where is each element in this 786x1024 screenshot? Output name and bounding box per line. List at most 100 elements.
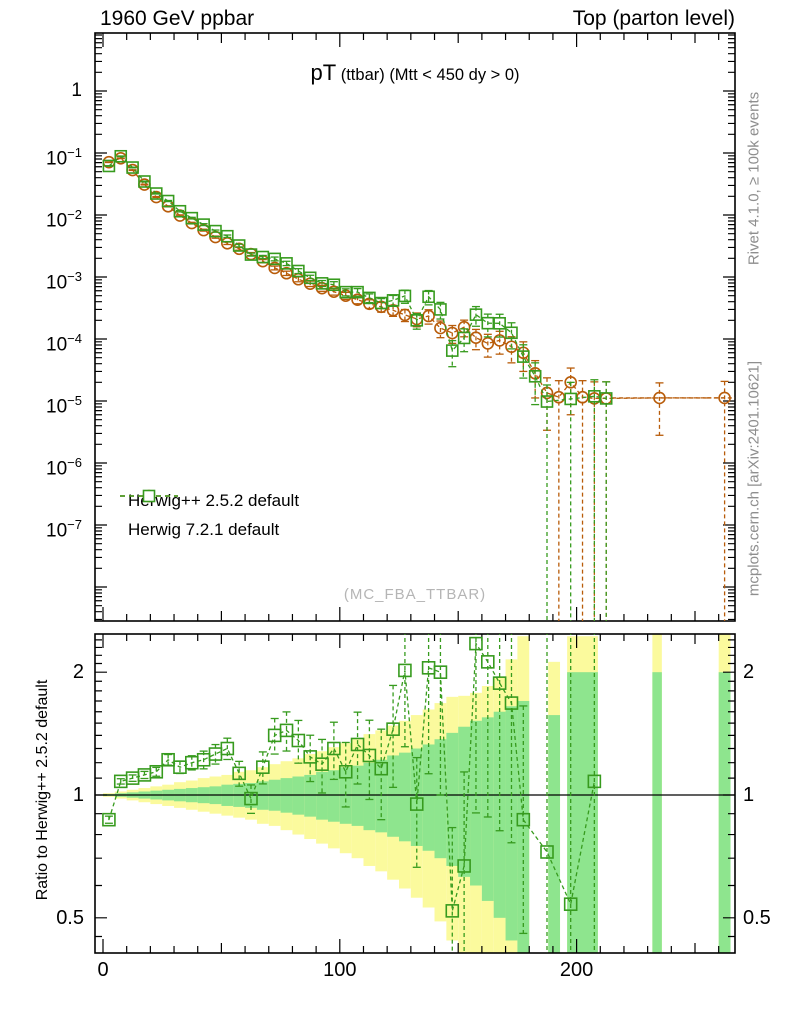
band-inner-rect bbox=[327, 770, 340, 822]
data-point-marker bbox=[149, 187, 163, 200]
ratio-y-tick-label-right: 0.5 bbox=[743, 906, 771, 929]
data-point-marker bbox=[457, 331, 471, 345]
main-y-tick-label: 1 bbox=[71, 80, 82, 101]
band-inner-rect bbox=[434, 739, 447, 859]
band-inner-rect bbox=[351, 765, 364, 826]
ratio-point-marker bbox=[350, 737, 365, 752]
band-inner-rect bbox=[363, 762, 376, 831]
series-circle bbox=[102, 152, 735, 621]
ratio-point-marker bbox=[469, 636, 483, 651]
ratio-y-tick-label-left: 1 bbox=[72, 784, 84, 806]
data-point-marker bbox=[327, 278, 341, 292]
data-point-marker bbox=[445, 344, 459, 357]
data-point-marker bbox=[351, 293, 364, 307]
ratio-point-marker bbox=[587, 774, 602, 789]
x-tick-label: 100 bbox=[323, 959, 357, 981]
header-analysis-label: Top (parton level) bbox=[572, 7, 735, 30]
data-point-marker bbox=[398, 289, 412, 303]
data-point-marker bbox=[493, 334, 506, 347]
band-inner-rect bbox=[567, 672, 598, 953]
band-inner-rect bbox=[718, 672, 731, 953]
ratio-point-marker bbox=[315, 757, 329, 771]
data-point-marker bbox=[114, 149, 128, 163]
ratio-point-marker bbox=[256, 760, 270, 774]
data-point-marker bbox=[422, 309, 435, 323]
data-point-marker bbox=[221, 229, 234, 243]
ratio-y-tick-label-right: 2 bbox=[743, 661, 755, 684]
data-point-marker bbox=[315, 277, 329, 290]
ratio-point-marker bbox=[433, 665, 448, 679]
ratio-panel-data bbox=[102, 634, 602, 953]
data-point-marker bbox=[422, 290, 435, 304]
ratio-point-marker bbox=[102, 812, 116, 827]
data-point-marker bbox=[505, 340, 518, 354]
ratio-point-marker bbox=[244, 791, 258, 806]
data-point-marker bbox=[552, 390, 566, 404]
ratio-point-marker bbox=[303, 750, 318, 764]
ratio-y-tick-label-right: 1 bbox=[743, 784, 755, 806]
legend: Herwig++ 2.5.2 default Herwig 7.2.1 defau… bbox=[118, 486, 299, 544]
data-point-marker bbox=[161, 194, 175, 208]
data-point-marker bbox=[303, 271, 317, 285]
data-point-marker bbox=[363, 291, 376, 305]
band-inner-rect bbox=[470, 720, 482, 886]
band-inner-rect bbox=[399, 752, 411, 842]
band-inner-rect bbox=[652, 672, 662, 953]
data-point-marker bbox=[398, 308, 412, 322]
band-inner-rect bbox=[387, 755, 399, 837]
ratio-point-marker bbox=[409, 797, 424, 811]
ratio-point-marker bbox=[492, 676, 507, 690]
data-point-marker bbox=[126, 161, 139, 174]
data-point-marker bbox=[197, 218, 210, 231]
ratio-y-tick-label-left: 2 bbox=[72, 661, 84, 684]
ratio-point-marker bbox=[480, 655, 495, 669]
band-inner-rect bbox=[422, 744, 435, 851]
legend-item-label: Herwig 7.2.1 default bbox=[128, 519, 280, 539]
ratio-point-marker bbox=[398, 663, 412, 678]
series-square bbox=[102, 149, 613, 621]
main-panel-data bbox=[102, 149, 735, 621]
data-point-marker bbox=[256, 250, 270, 264]
axis-tick-marks bbox=[95, 33, 735, 953]
plot-title: pT (ttbar) (Mtt < 450 dy > 0) bbox=[95, 60, 735, 86]
data-point-marker bbox=[185, 211, 199, 225]
header-beam-label: 1960 GeV ppbar bbox=[100, 7, 255, 30]
ratio-point-marker bbox=[457, 859, 471, 873]
plot-title-cuts: (ttbar) (Mtt < 450 dy > 0) bbox=[336, 66, 520, 84]
data-point-marker bbox=[232, 239, 246, 252]
main-y-tick-label: 10−4 bbox=[46, 331, 82, 356]
data-point-marker bbox=[469, 331, 483, 344]
data-point-marker bbox=[517, 350, 530, 363]
ratio-point-marker bbox=[362, 748, 377, 763]
data-point-marker bbox=[493, 317, 506, 330]
data-point-marker bbox=[268, 261, 281, 275]
ratio-point-marker bbox=[291, 733, 306, 748]
legend-marker-sample bbox=[142, 489, 156, 503]
main-panel-frame bbox=[94, 32, 736, 622]
data-point-marker bbox=[102, 159, 116, 173]
band-inner-rect bbox=[548, 715, 561, 953]
rivet-version-caption: Rivet 4.1.0, ≥ 100k events bbox=[745, 91, 763, 266]
ratio-point-marker bbox=[386, 722, 400, 736]
data-point-marker bbox=[653, 391, 666, 405]
legend-item: Herwig 7.2.1 default bbox=[118, 489, 299, 544]
data-point-marker bbox=[374, 296, 388, 310]
analysis-watermark: (MC_FBA_TTBAR) bbox=[343, 586, 487, 603]
ratio-point-marker bbox=[338, 764, 353, 779]
series-connector-line bbox=[108, 157, 725, 400]
legend-square-marker-icon bbox=[120, 489, 178, 503]
ratio-point-marker bbox=[504, 696, 519, 710]
x-tick-label: 0 bbox=[97, 959, 109, 981]
data-point-marker bbox=[268, 252, 281, 266]
main-y-tick-label: 10−6 bbox=[46, 455, 82, 480]
data-point-marker bbox=[280, 266, 293, 280]
data-point-marker bbox=[481, 337, 495, 350]
ratio-point-marker bbox=[563, 897, 578, 911]
data-point-marker bbox=[410, 314, 424, 327]
ratio-point-marker bbox=[232, 766, 246, 781]
series-connector-line bbox=[108, 155, 607, 403]
data-point-marker bbox=[173, 204, 187, 218]
ratio-point-marker bbox=[220, 741, 235, 756]
